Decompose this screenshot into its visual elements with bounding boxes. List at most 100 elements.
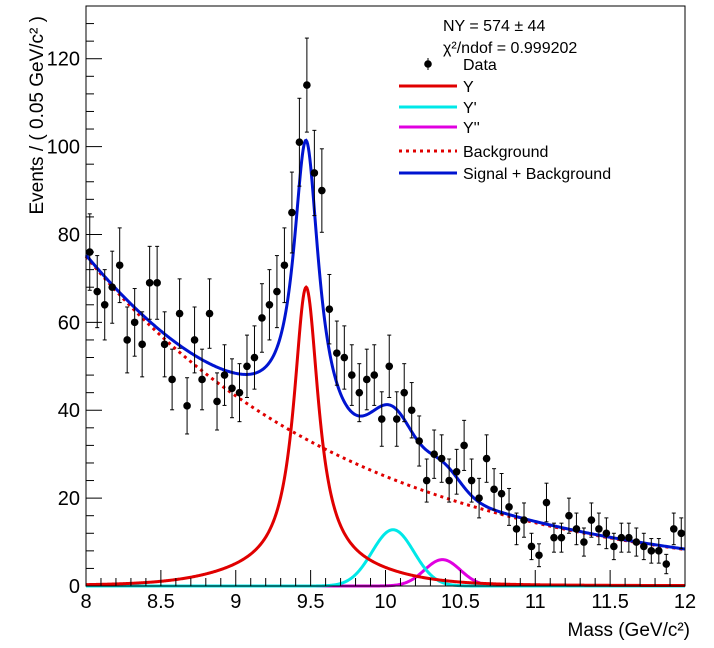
data-marker	[138, 340, 146, 349]
x-tick-label: 8.5	[147, 591, 175, 613]
data-marker	[288, 208, 296, 217]
data-marker	[348, 371, 356, 379]
data-marker	[145, 279, 154, 287]
data-point	[617, 522, 626, 553]
data-point	[392, 391, 401, 447]
legend-item: Υ''	[399, 120, 480, 137]
data-marker	[662, 560, 671, 568]
data-marker	[460, 441, 468, 450]
data-point	[228, 358, 236, 419]
data-point	[295, 97, 304, 187]
data-point	[437, 434, 446, 483]
data-marker	[610, 542, 618, 551]
data-point	[160, 311, 169, 378]
data-point	[355, 363, 364, 423]
data-marker	[243, 362, 251, 371]
data-point	[490, 468, 498, 511]
data-marker	[280, 261, 289, 270]
data-point	[632, 527, 641, 557]
data-point	[625, 522, 633, 553]
data-marker	[400, 388, 409, 397]
data-marker	[168, 375, 176, 384]
legend-item: Signal + Background	[399, 166, 611, 183]
data-marker	[430, 450, 438, 458]
data-marker	[295, 138, 304, 147]
data-marker	[520, 516, 528, 524]
data-marker	[340, 353, 349, 362]
data-point	[288, 171, 296, 254]
data-marker	[205, 309, 214, 318]
data-point	[550, 522, 558, 553]
data-point	[445, 458, 453, 503]
y-tick-label: 20	[58, 488, 80, 510]
data-marker	[333, 349, 341, 357]
legend-label: Υ	[463, 79, 474, 96]
data-point	[415, 415, 423, 467]
data-marker	[370, 371, 379, 379]
data-points	[85, 37, 686, 575]
data-point	[467, 458, 476, 503]
data-marker	[235, 388, 244, 397]
data-marker	[557, 533, 566, 542]
y-tick-label: 60	[58, 312, 80, 334]
data-marker	[220, 371, 229, 379]
data-point	[205, 278, 214, 349]
data-point	[310, 129, 319, 217]
data-point	[542, 482, 551, 523]
data-point	[318, 148, 326, 233]
legend-item: Data	[424, 57, 497, 74]
legend-label: Signal + Background	[463, 166, 611, 183]
x-tick-label: 8	[80, 591, 91, 613]
legend: Data Υ Υ' Υ'' Background Signal + Background	[399, 57, 611, 183]
data-marker	[228, 384, 236, 393]
data-point	[610, 532, 618, 561]
legend-item: Background	[399, 144, 548, 161]
data-marker	[265, 300, 274, 309]
data-point	[280, 227, 289, 304]
y-axis-title: Events / ( 0.05 GeV/c² )	[27, 16, 48, 215]
data-marker	[175, 309, 184, 318]
data-point	[572, 512, 581, 546]
data-marker	[190, 336, 199, 344]
data-point	[654, 538, 663, 564]
legend-label: Υ'	[463, 100, 477, 117]
data-marker	[377, 415, 386, 423]
data-point	[452, 448, 461, 495]
data-marker	[647, 547, 656, 555]
data-point	[669, 512, 678, 546]
data-marker	[115, 261, 124, 270]
data-point	[348, 344, 356, 406]
data-marker	[385, 362, 394, 371]
data-marker	[654, 547, 663, 555]
data-marker	[512, 525, 521, 533]
data-marker	[640, 542, 648, 551]
data-point	[168, 348, 176, 411]
data-point	[108, 250, 117, 324]
data-point	[407, 382, 416, 439]
data-marker	[587, 516, 596, 524]
data-point	[130, 288, 139, 357]
data-marker	[160, 340, 169, 349]
data-point	[250, 325, 259, 390]
data-point	[647, 538, 656, 564]
data-point	[422, 458, 431, 503]
data-marker	[153, 279, 161, 287]
data-marker	[542, 498, 551, 507]
data-point	[430, 429, 438, 479]
data-marker	[437, 454, 446, 463]
data-marker	[572, 525, 581, 533]
data-point	[115, 227, 124, 304]
upsilon-1s-curve	[85, 285, 685, 588]
chi2-ndof-text: χ²/ndof = 0.999202	[443, 40, 577, 57]
data-point	[377, 391, 386, 447]
y-tick-label: 80	[58, 224, 80, 246]
data-marker	[625, 533, 633, 542]
data-point	[333, 320, 341, 386]
x-tick-label: 11.5	[591, 591, 628, 613]
x-tick-label: 10.5	[441, 591, 480, 613]
data-marker	[482, 454, 491, 463]
data-point	[138, 311, 146, 378]
legend-label: Background	[463, 144, 548, 161]
